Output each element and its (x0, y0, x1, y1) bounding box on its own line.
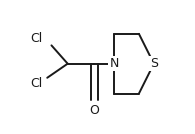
Text: Cl: Cl (30, 77, 42, 90)
Text: Cl: Cl (30, 32, 42, 45)
Text: S: S (150, 57, 158, 70)
Text: N: N (109, 57, 119, 70)
Text: O: O (89, 104, 99, 117)
